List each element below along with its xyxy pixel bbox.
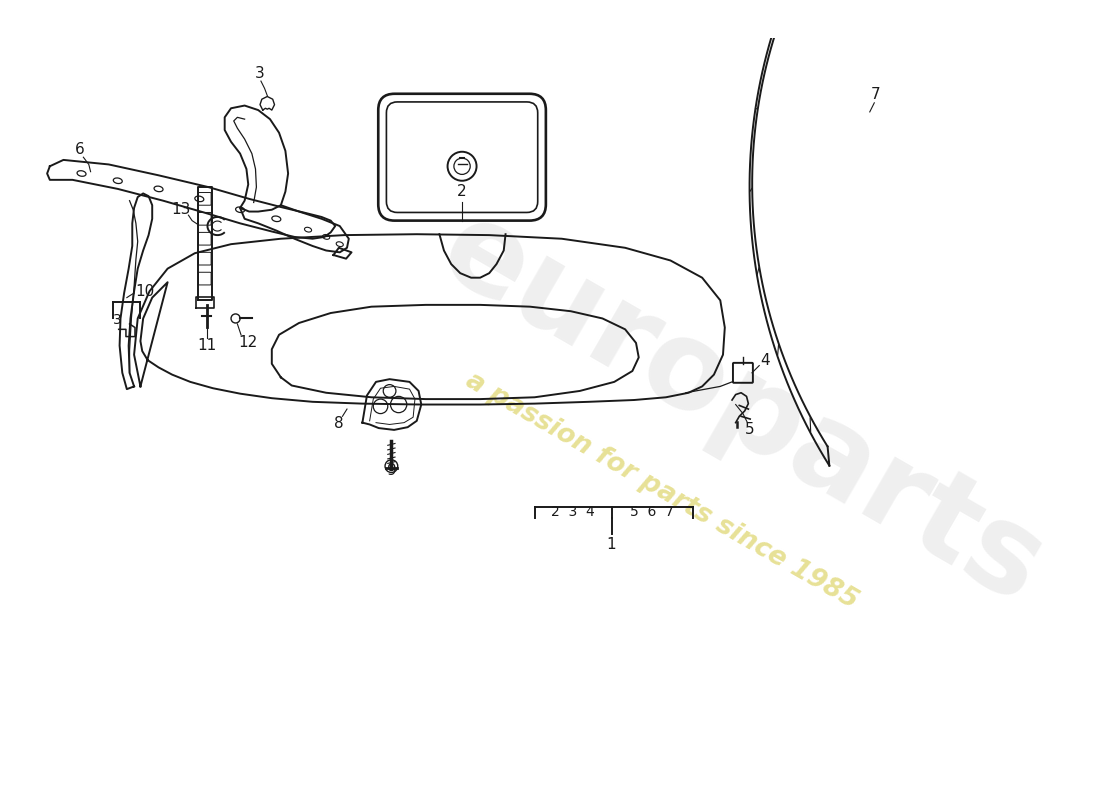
Text: 12: 12 (239, 335, 257, 350)
Text: 4: 4 (760, 353, 770, 368)
Text: 5  6  7: 5 6 7 (630, 506, 674, 519)
Text: 6: 6 (75, 142, 85, 158)
Text: 7: 7 (870, 87, 880, 102)
Text: 1: 1 (607, 538, 616, 553)
Text: europarts: europarts (421, 190, 1065, 629)
Text: 2: 2 (458, 184, 466, 199)
Text: 9: 9 (386, 463, 396, 478)
Text: 13: 13 (172, 202, 191, 218)
Text: 8: 8 (334, 416, 343, 431)
Text: 5: 5 (746, 422, 755, 438)
Text: 2  3  4: 2 3 4 (551, 506, 595, 519)
Text: 10: 10 (135, 284, 155, 298)
Text: a passion for parts since 1985: a passion for parts since 1985 (461, 367, 862, 614)
Text: 3: 3 (255, 66, 265, 82)
Text: 11: 11 (197, 338, 217, 353)
Text: 3: 3 (113, 314, 122, 327)
